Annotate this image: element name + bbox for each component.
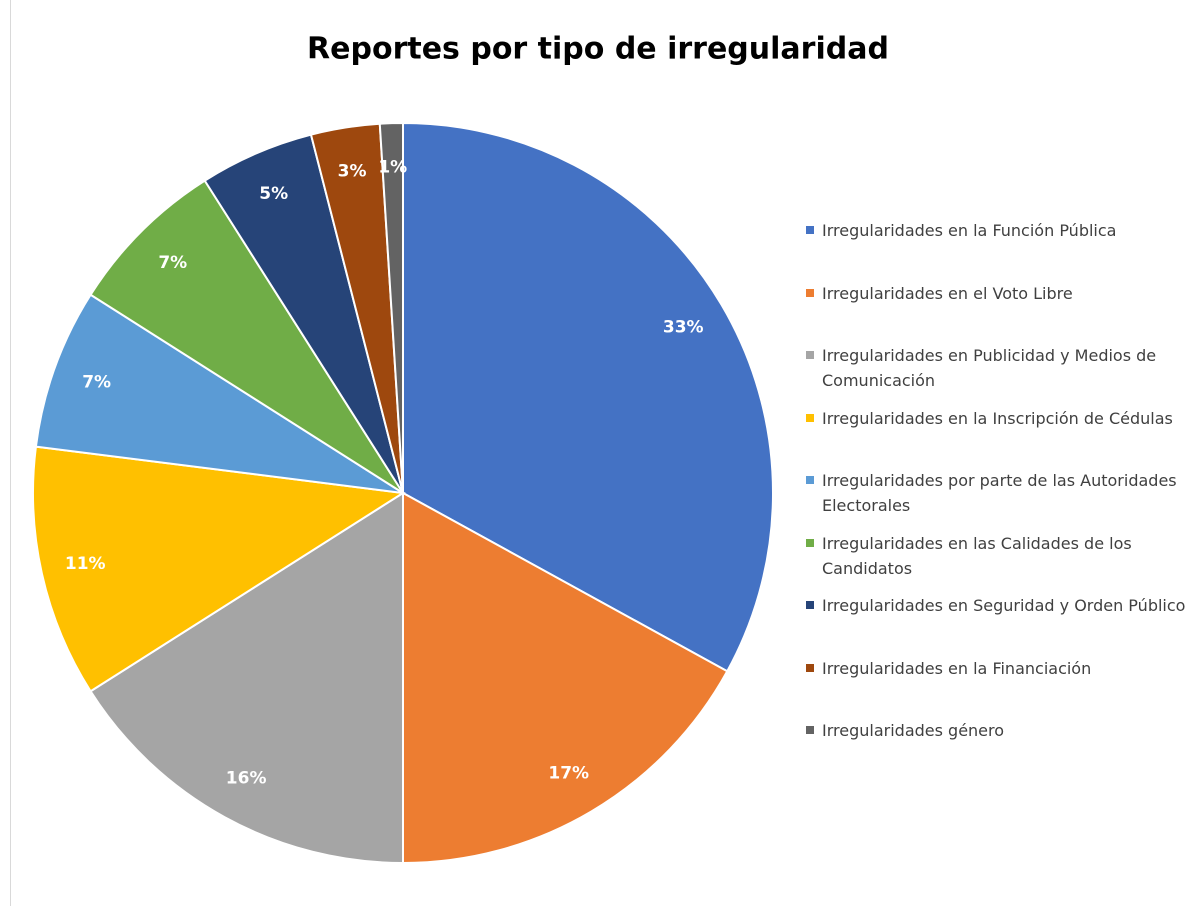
legend-swatch [806,601,814,609]
legend-label: Irregularidades en el Voto Libre [822,283,1073,303]
legend-item: Irregularidades en el Voto Libre [806,281,1197,306]
legend-swatch [806,288,814,297]
legend-swatch [806,538,814,547]
legend-item: Irregularidades en la Inscripción de Céd… [806,406,1197,431]
data-label: 17% [548,763,589,783]
pie-slice [34,293,404,494]
legend-swatch [806,226,814,234]
legend-label: Irregularidades en la Función Pública [822,221,1117,240]
legend-item: Irregularidades en las Calidades de los … [806,531,1197,581]
pie-slice [378,121,404,494]
data-label: 16% [226,768,267,788]
legend-label: Irregularidades género [822,721,1005,740]
data-label: 3% [338,161,367,181]
chart-frame [10,0,11,906]
pie-slice [402,491,729,865]
legend-swatch [806,413,814,422]
legend-swatch [806,476,814,484]
data-label: 7% [82,373,111,393]
legend-label: Irregularidades en la Financiación [822,658,1092,678]
legend-label: Irregularidades por parte de las Autorid… [822,471,1177,515]
legend-item: Irregularidades en Seguridad y Orden Púb… [806,593,1197,618]
data-label: 7% [158,253,187,273]
legend-swatch [806,663,814,672]
pie-slice [32,445,406,693]
legend-item: Irregularidades en la Financiación [806,656,1197,681]
legend-item: Irregularidades en Publicidad y Medios d… [806,343,1197,393]
chart-title: Reportes por tipo de irregularidad [307,32,889,67]
pie-slice [89,179,404,494]
legend-item: Irregularidades en la Función Pública [806,218,1197,243]
legend-label: Irregularidades en las Calidades de los … [822,533,1132,578]
legend-swatch [806,351,814,359]
data-label: 1% [378,158,407,178]
legend-label: Irregularidades en Seguridad y Orden Púb… [822,596,1186,615]
legend-label: Irregularidades en la Inscripción de Céd… [822,408,1173,428]
legend-label: Irregularidades en Publicidad y Medios d… [822,346,1157,390]
data-label: 33% [663,317,704,337]
legend-swatch [806,726,814,734]
data-label: 11% [65,554,106,574]
legend-item: Irregularidades género [806,718,1197,743]
pie-slice [89,491,404,865]
pie-slice [402,121,774,673]
data-label: 5% [259,184,288,204]
legend-item: Irregularidades por parte de las Autorid… [806,468,1197,518]
